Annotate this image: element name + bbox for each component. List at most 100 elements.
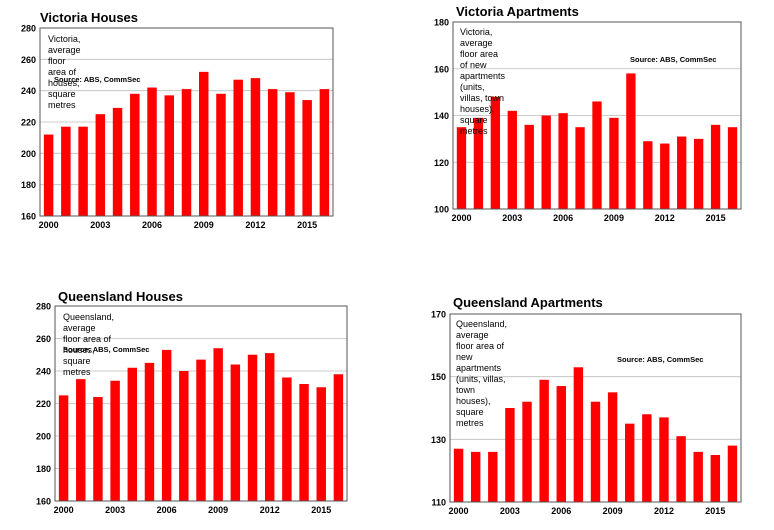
y-tick-label: 280 (21, 24, 36, 34)
x-tick-label: 2006 (551, 506, 571, 516)
bar-2015 (316, 387, 326, 501)
x-tick-label: 2012 (260, 505, 280, 515)
bar-2008 (181, 89, 192, 216)
y-tick-label: 180 (434, 18, 449, 28)
x-tick-label: 2009 (194, 220, 214, 230)
chart-source: Source: ABS, CommSec (617, 355, 704, 364)
chart-description: Victoria, average floor area of new apar… (460, 27, 506, 136)
bar-2009 (609, 117, 619, 209)
bar-2007 (179, 371, 189, 501)
bar-2012 (250, 78, 261, 216)
bar-2011 (642, 414, 652, 502)
chart-description: Queensland, average floor area of houses… (63, 312, 115, 377)
bar-2016 (333, 374, 344, 501)
bar-2015 (710, 455, 721, 502)
chart-title: Victoria Houses (40, 10, 139, 25)
bar-2016 (319, 89, 330, 216)
bar-2014 (299, 384, 309, 501)
y-tick-label: 200 (21, 149, 36, 159)
y-tick-label: 240 (36, 367, 51, 377)
bar-2003 (95, 114, 106, 216)
x-tick-label: 2003 (502, 213, 522, 223)
chart-description: Queensland, average floor area of new ap… (456, 319, 508, 428)
bar-2004 (112, 107, 123, 216)
bar-2010 (230, 364, 241, 501)
y-tick-label: 180 (21, 180, 36, 190)
y-tick-label: 120 (434, 158, 449, 168)
x-tick-label: 2015 (297, 220, 317, 230)
y-tick-label: 160 (434, 64, 449, 74)
bar-2002 (490, 96, 501, 209)
bar-2004 (524, 124, 534, 209)
bar-2005 (541, 115, 551, 209)
chart-source: Source: ABS, CommSec (63, 345, 150, 354)
bar-2009 (198, 71, 209, 216)
y-tick-label: 160 (36, 497, 51, 507)
x-tick-label: 2012 (655, 213, 675, 223)
chart-source: Source: ABS, CommSec (630, 55, 717, 64)
bar-2013 (282, 377, 292, 501)
bar-2014 (693, 138, 704, 209)
bar-2001 (473, 117, 484, 209)
y-tick-label: 280 (36, 302, 51, 312)
bar-2002 (488, 451, 498, 502)
bar-2010 (216, 93, 226, 216)
bar-2002 (78, 126, 88, 216)
bar-2000 (456, 127, 467, 209)
x-tick-label: 2009 (208, 505, 228, 515)
x-tick-label: 2003 (500, 506, 520, 516)
bar-2011 (233, 79, 243, 216)
bar-2002 (93, 397, 103, 501)
bar-2003 (110, 380, 120, 501)
x-tick-label: 2000 (449, 506, 469, 516)
bar-2011 (247, 354, 258, 501)
bar-2012 (660, 143, 670, 209)
bar-2016 (727, 127, 738, 209)
bar-2005 (130, 93, 140, 216)
bar-2014 (693, 451, 703, 502)
x-tick-label: 2006 (157, 505, 177, 515)
y-tick-label: 140 (434, 111, 449, 121)
bar-2012 (264, 353, 275, 501)
x-tick-label: 2015 (705, 506, 725, 516)
bar-2015 (302, 100, 312, 216)
bar-2009 (213, 348, 223, 501)
bar-2007 (575, 127, 585, 209)
y-tick-label: 110 (431, 498, 446, 508)
bar-2006 (147, 87, 157, 217)
x-tick-label: 2000 (451, 213, 471, 223)
bar-2000 (43, 134, 54, 216)
bar-2013 (677, 136, 687, 209)
chart-source: Source: ABS, CommSec (54, 75, 141, 84)
bar-2001 (76, 379, 86, 501)
x-tick-label: 2003 (105, 505, 125, 515)
x-tick-label: 2000 (54, 505, 74, 515)
plot-frame (39, 27, 334, 217)
y-tick-label: 130 (431, 435, 446, 445)
bar-2001 (61, 126, 71, 216)
x-tick-label: 2012 (245, 220, 265, 230)
bar-2006 (161, 349, 172, 501)
bar-2006 (558, 113, 568, 209)
y-tick-label: 240 (21, 86, 36, 96)
bar-2004 (522, 401, 532, 502)
bar-2013 (676, 436, 686, 502)
bar-2014 (285, 92, 295, 216)
bar-2001 (470, 451, 481, 502)
bar-2010 (626, 73, 636, 209)
x-tick-label: 2015 (706, 213, 726, 223)
bar-2008 (592, 101, 602, 209)
bar-2007 (573, 367, 584, 502)
plot-frame (449, 313, 742, 503)
bar-2012 (659, 417, 669, 502)
bar-2003 (505, 408, 515, 502)
x-tick-label: 2003 (90, 220, 110, 230)
x-tick-label: 2006 (142, 220, 162, 230)
bar-2009 (607, 392, 618, 502)
y-tick-label: 260 (36, 334, 51, 344)
bar-2016 (727, 445, 738, 502)
x-tick-label: 2009 (603, 506, 623, 516)
